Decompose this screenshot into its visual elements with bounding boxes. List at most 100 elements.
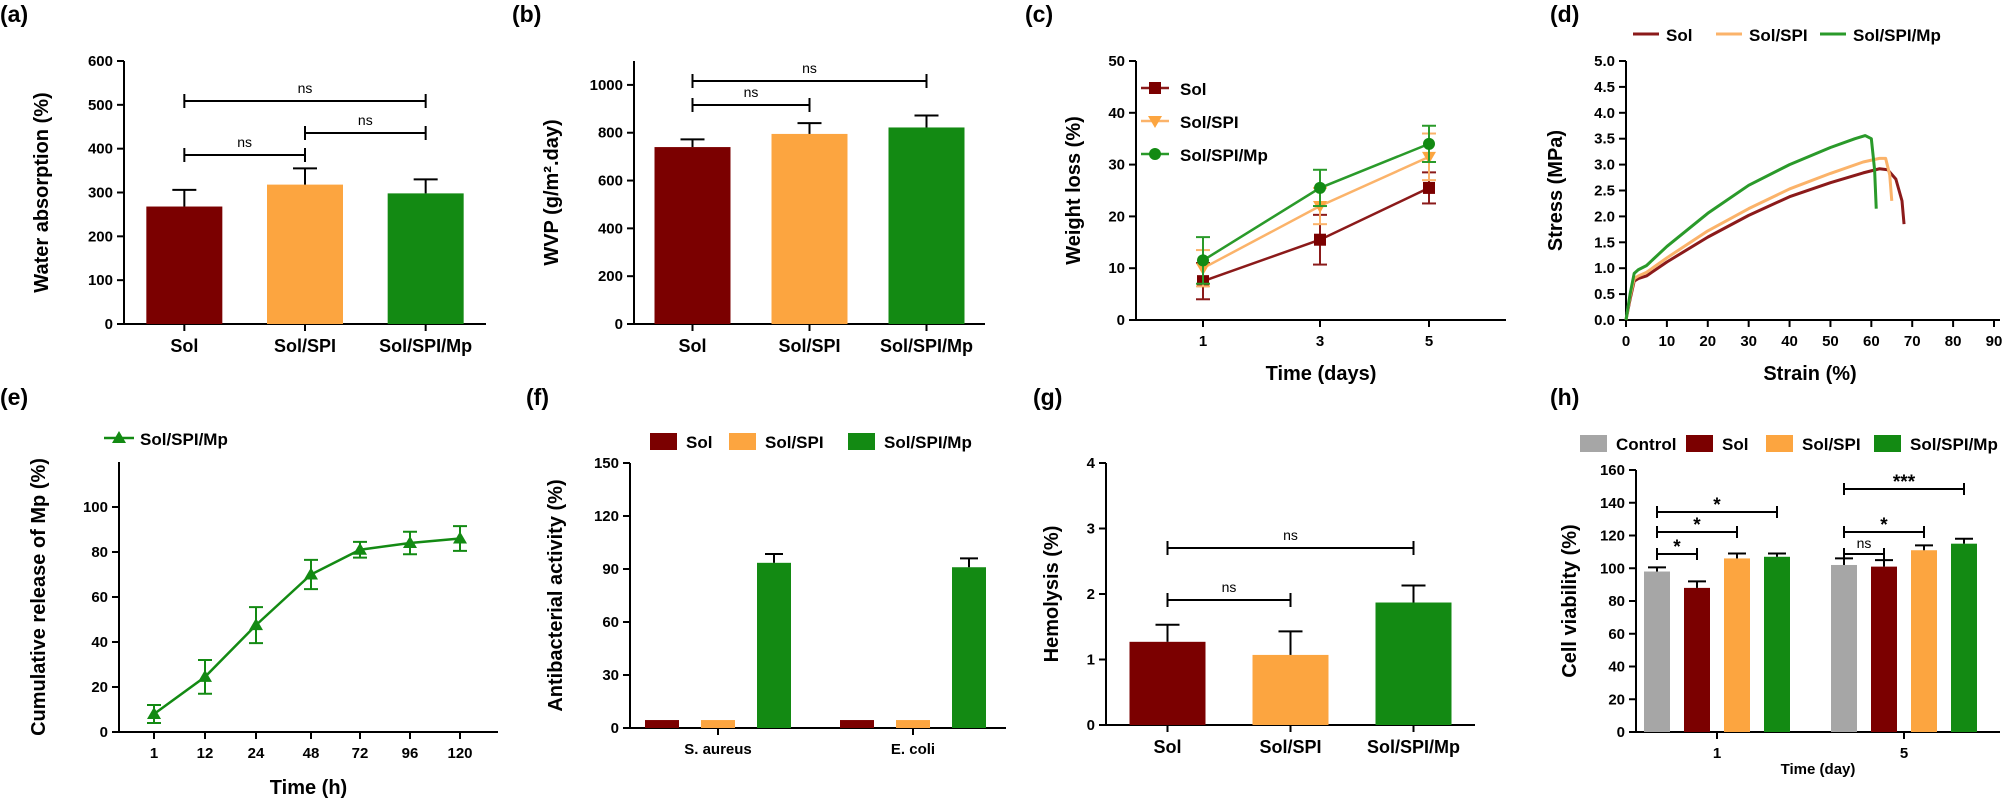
panel-label: (b)	[512, 1, 541, 27]
bar	[771, 133, 848, 324]
y-tick-label: 40	[91, 634, 108, 651]
panel-label: (d)	[1550, 1, 1579, 27]
data-point	[198, 669, 212, 682]
legend-marker	[1148, 116, 1162, 128]
y-tick-label: 400	[598, 220, 623, 237]
y-tick-label: 120	[1600, 528, 1625, 545]
x-axis-title: Time (days)	[1266, 363, 1377, 385]
y-tick-label: 300	[88, 185, 113, 202]
legend-marker	[112, 431, 126, 443]
data-point	[1423, 181, 1435, 194]
x-category-label: Sol/SPI	[778, 336, 840, 356]
x-category-label: Sol/SPI/Mp	[880, 336, 973, 356]
x-tick-label: 70	[1904, 333, 1921, 350]
y-tick-label: 4.0	[1594, 105, 1615, 122]
data-point	[453, 531, 467, 544]
significance-label: ns	[1283, 527, 1298, 543]
legend-label: Sol/SPI/Mp	[1853, 26, 1941, 45]
x-tick-label: 5	[1425, 333, 1433, 350]
legend-swatch	[729, 433, 756, 450]
y-tick-label: 20	[1108, 208, 1125, 225]
panel-g: (g) 0 1 2 3 4 Hemolysis (%) Sol Sol/SPI Sol/SPI/M…	[1033, 384, 1475, 757]
data-point	[353, 542, 367, 555]
y-tick-label: 200	[88, 228, 113, 245]
bar	[387, 193, 464, 324]
bar	[1831, 564, 1857, 732]
y-tick-label: 160	[1600, 462, 1625, 479]
y-tick-label: 800	[598, 125, 623, 142]
bar	[1129, 641, 1206, 725]
panel-b: (b) 0 200 400 600 800 1000 WVP (g/m².day) Sol Sol…	[512, 1, 985, 356]
bar	[840, 720, 874, 728]
significance-label: ns	[237, 134, 252, 150]
y-tick-label: 200	[598, 268, 623, 285]
y-tick-label: 50	[1108, 53, 1125, 70]
data-point	[304, 567, 318, 580]
panel-label: (f)	[526, 384, 549, 410]
legend-swatch	[1580, 435, 1607, 452]
y-tick-label: 1.0	[1594, 260, 1615, 277]
x-category-label: E. coli	[891, 741, 935, 758]
x-tick-label: 0	[1622, 333, 1630, 350]
x-category-label: Sol/SPI/Mp	[379, 336, 472, 356]
y-tick-label: 60	[602, 614, 619, 631]
y-tick-label: 0	[611, 720, 619, 737]
bar	[1951, 543, 1977, 732]
legend-swatch	[848, 433, 875, 450]
bar	[146, 206, 223, 324]
data-point	[1314, 233, 1326, 246]
y-tick-label: 0.0	[1594, 312, 1615, 329]
y-tick-label: 10	[1108, 260, 1125, 277]
series-line	[1624, 156, 1894, 321]
x-axis-title: Time (day)	[1781, 761, 1856, 778]
y-tick-label: 0	[615, 316, 623, 333]
y-tick-label: 30	[1108, 157, 1125, 174]
legend-label: Sol/SPI/Mp	[884, 433, 972, 452]
y-tick-label: 2.5	[1594, 183, 1615, 200]
y-tick-label: 140	[1600, 495, 1625, 512]
x-tick-label: 10	[1659, 333, 1676, 350]
panel-label: (c)	[1025, 1, 1053, 27]
legend-swatch	[650, 433, 677, 450]
y-axis-title: Weight loss (%)	[1063, 116, 1085, 265]
x-category-label: 1	[1713, 745, 1721, 762]
x-axis-title: Strain (%)	[1763, 363, 1856, 385]
x-tick-label: 120	[447, 745, 472, 762]
y-tick-label: 0	[1087, 717, 1095, 734]
x-tick-label: 1	[150, 745, 158, 762]
x-category-label: 5	[1900, 745, 1908, 762]
bar	[1871, 566, 1897, 732]
legend-swatch	[1766, 435, 1793, 452]
significance-label: *	[1693, 515, 1701, 536]
legend-swatch	[1686, 435, 1713, 452]
y-tick-label: 0	[1617, 724, 1625, 741]
y-axis-title: Antibacterial activity (%)	[545, 479, 567, 711]
x-category-label: S. aureus	[684, 741, 752, 758]
x-tick-label: 12	[197, 745, 214, 762]
y-tick-label: 20	[91, 679, 108, 696]
legend-label: Sol/SPI/Mp	[140, 430, 228, 449]
significance-label: *	[1880, 515, 1888, 536]
legend-label: Sol	[1180, 80, 1206, 99]
legend-label: Sol/SPI/Mp	[1910, 435, 1998, 454]
x-tick-label: 80	[1945, 333, 1962, 350]
y-tick-label: 40	[1608, 659, 1625, 676]
y-tick-label: 30	[602, 667, 619, 684]
bar	[701, 720, 735, 728]
y-tick-label: 100	[88, 272, 113, 289]
y-tick-label: 120	[594, 508, 619, 525]
x-axis-title: Time (h)	[270, 777, 347, 799]
data-point	[249, 618, 263, 631]
bar	[1644, 571, 1670, 732]
legend-label: Sol/SPI	[1802, 435, 1861, 454]
x-tick-label: 60	[1863, 333, 1880, 350]
bar	[1724, 558, 1750, 732]
legend-label: Sol/SPI	[765, 433, 824, 452]
y-tick-label: 400	[88, 141, 113, 158]
significance-label: ns	[358, 112, 373, 128]
x-tick-label: 72	[352, 745, 369, 762]
bar	[267, 184, 343, 324]
bar	[888, 127, 965, 324]
legend-marker	[1149, 82, 1161, 94]
significance-label: *	[1713, 495, 1721, 516]
